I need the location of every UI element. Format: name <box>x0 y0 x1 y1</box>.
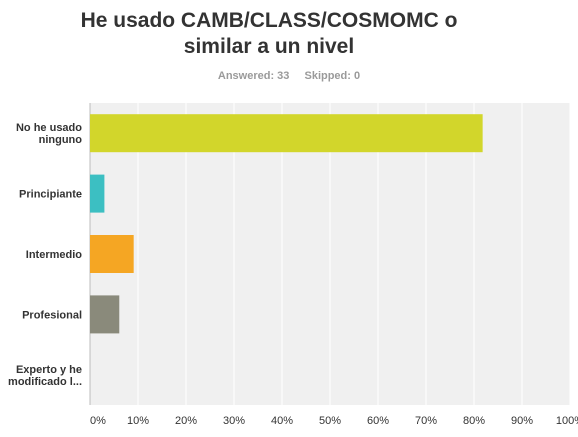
x-tick-label: 20% <box>175 415 197 427</box>
skipped-count: Skipped: 0 <box>304 70 361 82</box>
bar <box>90 295 120 334</box>
x-tick-label: 50% <box>319 415 341 427</box>
x-tick-label: 30% <box>223 415 245 427</box>
response-stats: Answered: 33 Skipped: 0 <box>0 70 578 82</box>
chart-title-line-2: similar a un nivel <box>183 35 355 58</box>
answered-count: Answered: 33 <box>217 70 290 82</box>
x-tick-label: 80% <box>463 415 485 427</box>
bar <box>90 235 134 273</box>
x-tick-label: 0% <box>90 415 106 427</box>
category-label: Experto y he modificado l... <box>8 364 82 388</box>
chart-title: He usado CAMB/CLASS/COSMOMC o similar a … <box>0 8 578 60</box>
x-tick-label: 60% <box>367 415 389 427</box>
x-tick-label: 10% <box>127 415 149 427</box>
x-tick-label: 70% <box>415 415 437 427</box>
chart-title-line-1: He usado CAMB/CLASS/COSMOMC o <box>80 9 458 32</box>
bar <box>90 114 483 153</box>
category-label: Profesional <box>22 309 82 321</box>
x-tick-label: 100% <box>556 415 578 427</box>
category-label: No he usado ninguno <box>16 122 82 146</box>
x-tick-label: 40% <box>271 415 293 427</box>
category-label: Intermedio <box>26 249 83 261</box>
bar <box>90 174 105 213</box>
category-label: Principiante <box>19 189 82 201</box>
x-tick-label: 90% <box>511 415 533 427</box>
